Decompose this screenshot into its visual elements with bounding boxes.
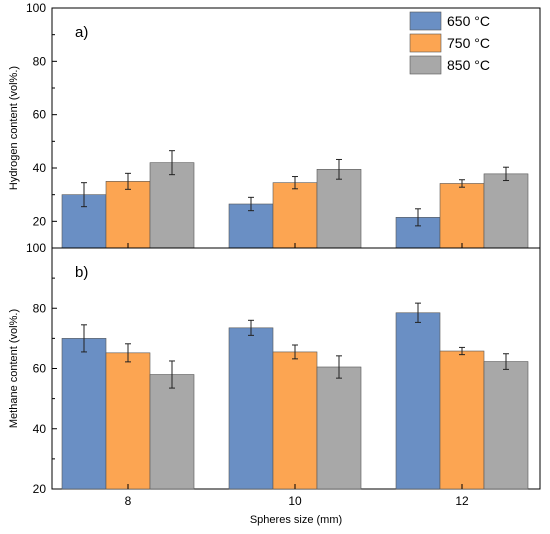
- bar-1-12-2: [483, 173, 529, 249]
- y-axis-label: Hydrogen content (vol%.): [8, 66, 20, 190]
- y-axis-label: Methane content (vol%.): [8, 309, 20, 428]
- legend-swatch-1: [409, 33, 442, 53]
- panel-label: b): [75, 264, 88, 281]
- y-tick-label: 100: [26, 1, 46, 15]
- legend-swatch-0: [409, 11, 442, 31]
- bar-2-8-2: [149, 374, 195, 490]
- legend-label-1: 750 °C: [447, 35, 490, 51]
- y-tick-label: 60: [33, 108, 47, 122]
- bar-2-10-1: [272, 351, 318, 490]
- panel-label: a): [75, 24, 88, 41]
- y-tick-label: 80: [33, 54, 47, 68]
- bar-2-10-0: [228, 327, 274, 490]
- bar-2-10-2: [316, 366, 362, 490]
- bar-1-12-1: [439, 183, 485, 249]
- x-tick-label: 10: [288, 494, 302, 508]
- x-tick-label: 8: [125, 494, 132, 508]
- x-tick-label: 12: [455, 494, 469, 508]
- y-tick-label: 20: [33, 214, 47, 228]
- bar-2-8-1: [105, 352, 151, 490]
- y-tick-label: 100: [26, 241, 46, 255]
- bar-1-8-2: [149, 162, 195, 249]
- legend-swatch-2: [409, 55, 442, 75]
- y-tick-label: 40: [33, 422, 47, 436]
- legend-label-2: 850 °C: [447, 57, 490, 73]
- bar-1-10-1: [272, 182, 318, 249]
- bar-1-8-1: [105, 181, 151, 249]
- bar-2-12-0: [395, 312, 441, 490]
- bar-1-10-2: [316, 169, 362, 249]
- bar-2-12-2: [483, 361, 529, 490]
- legend-label-0: 650 °C: [447, 13, 490, 29]
- bar-2-12-1: [439, 350, 485, 490]
- y-tick-label: 60: [33, 362, 47, 376]
- y-tick-label: 20: [33, 482, 47, 496]
- x-axis-label: Spheres size (mm): [250, 514, 342, 526]
- bar-2-8-0: [61, 338, 107, 490]
- y-tick-label: 40: [33, 161, 47, 175]
- y-tick-label: 80: [33, 301, 47, 315]
